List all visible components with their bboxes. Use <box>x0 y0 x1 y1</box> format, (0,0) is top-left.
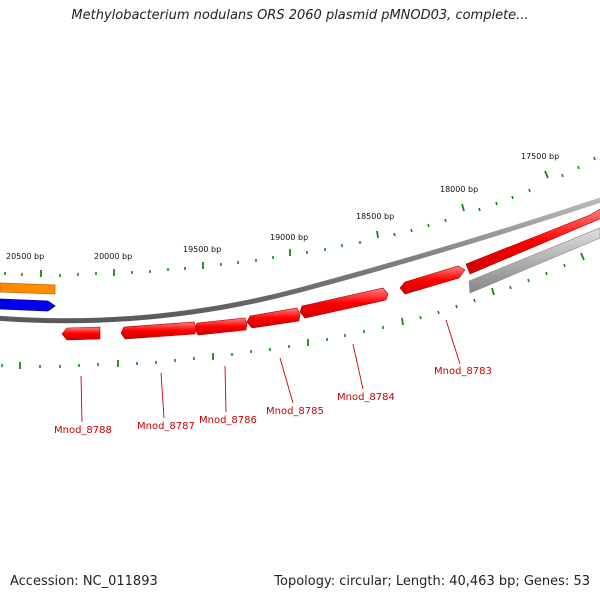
minor-tick <box>455 304 458 309</box>
major-tick <box>544 170 549 179</box>
scale-label: 19500 bp <box>183 245 221 254</box>
gene-blue[interactable] <box>0 298 56 312</box>
minor-tick <box>561 173 564 178</box>
gene-label-leaders <box>80 319 461 423</box>
gene-mnod-8788[interactable] <box>61 326 101 341</box>
map-title: Methylobacterium nodulans ORS 2060 plasm… <box>71 8 529 23</box>
leader-line <box>160 372 165 419</box>
minor-tick <box>545 271 548 276</box>
gene-mnod-8788a[interactable] <box>120 321 197 340</box>
gene-labels: Mnod_8783 Mnod_8784 Mnod_8785 Mnod_8786 … <box>54 366 492 436</box>
major-tick <box>376 230 379 239</box>
minor-tick <box>528 188 531 193</box>
accession-text: Accession: NC_011893 <box>10 574 158 589</box>
leader-line <box>445 319 461 365</box>
major-tick <box>401 317 404 326</box>
leader-line <box>352 343 364 390</box>
minor-tick <box>473 298 476 303</box>
gene-label[interactable]: Mnod_8786 <box>199 415 257 426</box>
gene-orange[interactable] <box>0 282 56 295</box>
minor-tick <box>527 278 530 283</box>
minor-tick <box>509 285 512 290</box>
scale-label: 18000 bp <box>440 185 478 194</box>
outer-scale-labels: 20500 bp 20000 bp 19500 bp 19000 bp 1850… <box>6 152 559 261</box>
gene-label[interactable]: Mnod_8785 <box>266 406 324 417</box>
gene-label[interactable]: Mnod_8784 <box>337 392 395 403</box>
gene-mnod-8783[interactable] <box>465 208 600 275</box>
minor-tick <box>437 310 440 315</box>
minor-tick <box>478 207 481 212</box>
minor-tick <box>511 195 514 200</box>
scale-label: 20500 bp <box>6 252 44 261</box>
minor-tick <box>444 218 447 223</box>
minor-tick <box>563 263 566 268</box>
gene-gray[interactable] <box>468 227 600 294</box>
gene-label[interactable]: Mnod_8787 <box>137 421 195 432</box>
minor-tick <box>419 315 422 320</box>
map-summary: Topology: circular; Length: 40,463 bp; G… <box>274 574 590 589</box>
minor-tick <box>427 223 430 228</box>
leader-line <box>224 365 227 413</box>
outer-scale-ticks <box>4 156 596 277</box>
gene-label[interactable]: Mnod_8783 <box>434 366 492 377</box>
gene-mnod-8787[interactable] <box>194 317 248 336</box>
scale-label: 19000 bp <box>270 233 308 242</box>
minor-tick <box>593 156 596 161</box>
minor-tick <box>410 228 413 233</box>
gene-mnod-8785[interactable] <box>299 287 389 319</box>
minor-tick <box>577 165 580 170</box>
minor-tick <box>495 201 498 206</box>
scale-label: 20000 bp <box>94 252 132 261</box>
inner-scale-ticks <box>1 252 585 369</box>
scale-label: 17500 bp <box>521 152 559 161</box>
major-tick <box>461 203 465 212</box>
major-tick <box>580 252 585 261</box>
major-tick <box>491 287 495 296</box>
leader-line <box>80 375 83 423</box>
leader-line <box>279 357 294 404</box>
scale-label: 18500 bp <box>356 212 394 221</box>
minor-tick <box>393 232 396 237</box>
plasmid-backbone <box>0 197 600 324</box>
gene-label[interactable]: Mnod_8788 <box>54 425 112 436</box>
gene-mnod-8784[interactable] <box>399 265 466 295</box>
gene-mnod-8786[interactable] <box>246 307 301 329</box>
